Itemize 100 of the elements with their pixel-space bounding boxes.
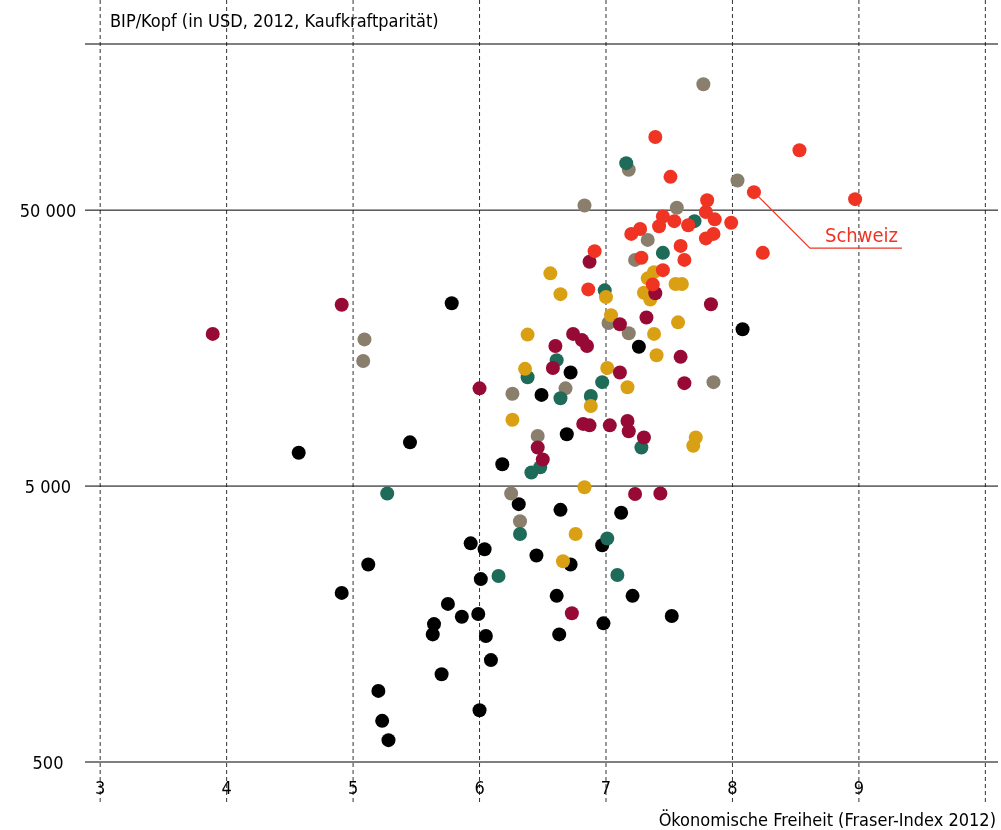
point bbox=[653, 486, 668, 501]
x-tick-label: 5 bbox=[347, 777, 359, 798]
y-axis-title: BIP/Kopf (in USD, 2012, Kaufkraftparität) bbox=[110, 10, 439, 31]
point bbox=[511, 497, 526, 512]
point bbox=[563, 365, 578, 380]
point bbox=[634, 250, 649, 265]
point bbox=[545, 360, 560, 375]
point bbox=[647, 326, 662, 341]
point bbox=[535, 452, 550, 467]
point bbox=[471, 606, 486, 621]
point bbox=[477, 542, 492, 557]
point bbox=[361, 557, 376, 572]
point bbox=[513, 527, 527, 542]
point bbox=[645, 277, 660, 292]
point bbox=[580, 338, 595, 353]
x-tick-label: 6 bbox=[474, 777, 485, 798]
point bbox=[440, 596, 455, 611]
x-tick-label: 9 bbox=[853, 777, 865, 798]
x-tick-label: 7 bbox=[600, 777, 612, 798]
point bbox=[619, 156, 634, 171]
point bbox=[621, 424, 636, 439]
point bbox=[553, 502, 568, 517]
point bbox=[334, 585, 349, 600]
point bbox=[375, 713, 390, 728]
point bbox=[598, 290, 613, 305]
point bbox=[473, 572, 488, 587]
point bbox=[667, 214, 682, 229]
point bbox=[671, 315, 686, 330]
point bbox=[639, 310, 654, 325]
point bbox=[291, 445, 306, 460]
point bbox=[706, 226, 721, 241]
point bbox=[495, 457, 510, 472]
point bbox=[595, 375, 610, 390]
point bbox=[640, 232, 655, 247]
x-axis-title: Ökonomische Freiheit (Fraser-Index 2012) bbox=[658, 809, 996, 830]
point bbox=[524, 465, 539, 480]
point bbox=[371, 683, 386, 698]
point bbox=[652, 219, 667, 234]
point bbox=[577, 198, 592, 213]
point bbox=[610, 568, 625, 583]
point bbox=[478, 629, 493, 644]
point bbox=[553, 287, 568, 302]
point bbox=[556, 554, 570, 569]
point bbox=[530, 428, 545, 443]
point bbox=[706, 375, 721, 390]
point bbox=[553, 391, 568, 406]
point bbox=[205, 326, 220, 341]
point bbox=[628, 486, 643, 501]
point bbox=[604, 308, 619, 323]
point bbox=[612, 317, 627, 332]
point bbox=[380, 486, 395, 501]
point bbox=[621, 326, 636, 341]
point bbox=[612, 365, 627, 380]
point bbox=[505, 386, 520, 401]
point bbox=[454, 609, 469, 624]
point bbox=[582, 418, 597, 433]
y-tick-label: 5 000 bbox=[24, 476, 72, 498]
point bbox=[677, 376, 692, 391]
point bbox=[673, 238, 688, 253]
point bbox=[472, 381, 487, 396]
point bbox=[677, 252, 692, 267]
point bbox=[381, 733, 396, 748]
point bbox=[463, 536, 478, 551]
point bbox=[681, 218, 696, 233]
point bbox=[564, 606, 579, 621]
point bbox=[434, 667, 449, 682]
point bbox=[504, 486, 519, 501]
point bbox=[735, 322, 750, 337]
point bbox=[483, 653, 498, 668]
point bbox=[649, 348, 664, 363]
point bbox=[444, 296, 459, 311]
x-tick-label: 3 bbox=[95, 777, 106, 798]
point bbox=[552, 627, 567, 642]
point bbox=[425, 627, 440, 642]
point bbox=[631, 339, 646, 354]
point bbox=[602, 418, 617, 433]
point bbox=[663, 169, 678, 184]
point bbox=[620, 380, 635, 395]
point bbox=[624, 226, 639, 241]
point bbox=[669, 200, 684, 215]
point bbox=[792, 143, 807, 158]
point bbox=[625, 588, 640, 603]
point bbox=[746, 185, 761, 200]
point bbox=[724, 215, 739, 230]
point bbox=[518, 361, 533, 376]
point bbox=[582, 254, 597, 269]
point bbox=[636, 430, 651, 445]
point bbox=[614, 505, 629, 520]
point bbox=[491, 569, 506, 584]
point bbox=[505, 412, 520, 427]
point bbox=[356, 353, 371, 368]
point bbox=[548, 338, 563, 353]
point bbox=[698, 205, 713, 220]
point bbox=[730, 173, 745, 188]
point bbox=[559, 427, 574, 442]
point bbox=[549, 588, 564, 603]
point bbox=[543, 266, 558, 281]
point bbox=[686, 438, 701, 453]
point bbox=[529, 548, 544, 563]
point bbox=[700, 193, 715, 208]
